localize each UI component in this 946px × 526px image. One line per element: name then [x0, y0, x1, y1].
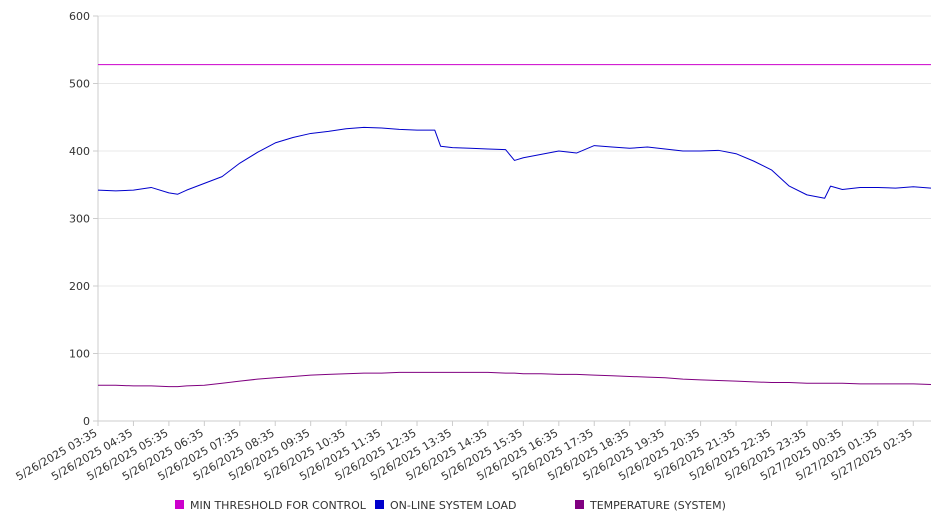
y-tick-labels: 0 100 200 300 400 500 600 — [69, 10, 98, 428]
y-tick-label: 500 — [69, 78, 90, 91]
y-tick-label: 100 — [69, 348, 90, 361]
series-line-on-line-system-load — [97, 126, 932, 199]
y-tick-label: 0 — [83, 415, 90, 428]
legend-swatch-temperature-system — [575, 500, 584, 509]
y-tick-label: 200 — [69, 280, 90, 293]
grid-lines — [98, 15, 931, 354]
legend-swatch-min-threshold-for-control — [175, 500, 184, 509]
legend: MIN THRESHOLD FOR CONTROL ON-LINE SYSTEM … — [175, 499, 726, 512]
y-tick-label: 600 — [69, 10, 90, 23]
legend-label-min-threshold-for-control: MIN THRESHOLD FOR CONTROL — [190, 499, 367, 512]
legend-label-on-line-system-load: ON-LINE SYSTEM LOAD — [390, 499, 516, 512]
series-line-temperature-system — [98, 371, 932, 388]
legend-label-temperature-system: TEMPERATURE (SYSTEM) — [589, 499, 726, 512]
y-tick-label: 300 — [69, 213, 90, 226]
series-lines — [97, 64, 932, 388]
y-tick-label: 400 — [69, 145, 90, 158]
x-tick-labels: 5/26/2025 03:355/26/2025 04:355/26/2025 … — [14, 421, 915, 483]
legend-swatch-on-line-system-load — [375, 500, 384, 509]
